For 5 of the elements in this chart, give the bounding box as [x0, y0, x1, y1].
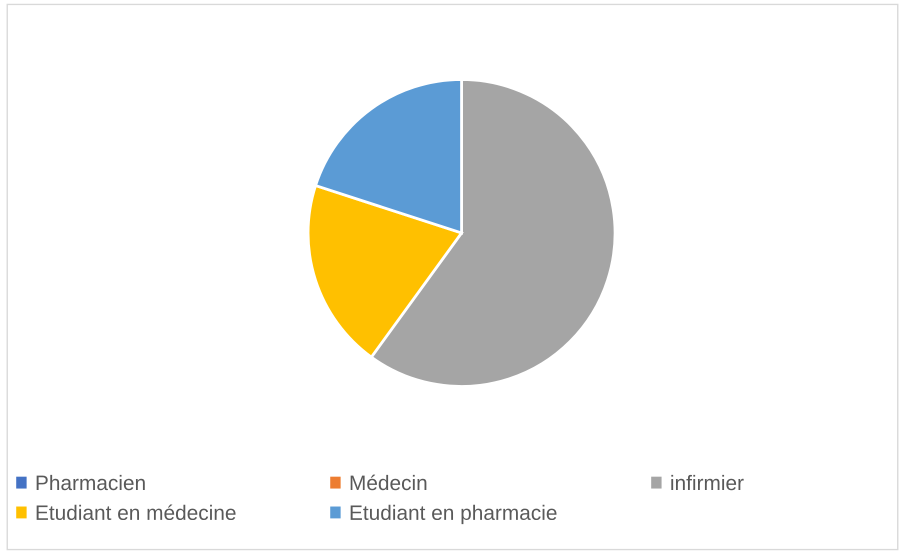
legend-label: Pharmacien [36, 474, 145, 490]
legend-label: Etudiant en médecine [36, 504, 236, 520]
legend-label: Etudiant en pharmacie [350, 504, 557, 524]
legend-label: Médecin [350, 474, 426, 490]
legend-label: infirmier [671, 474, 744, 490]
